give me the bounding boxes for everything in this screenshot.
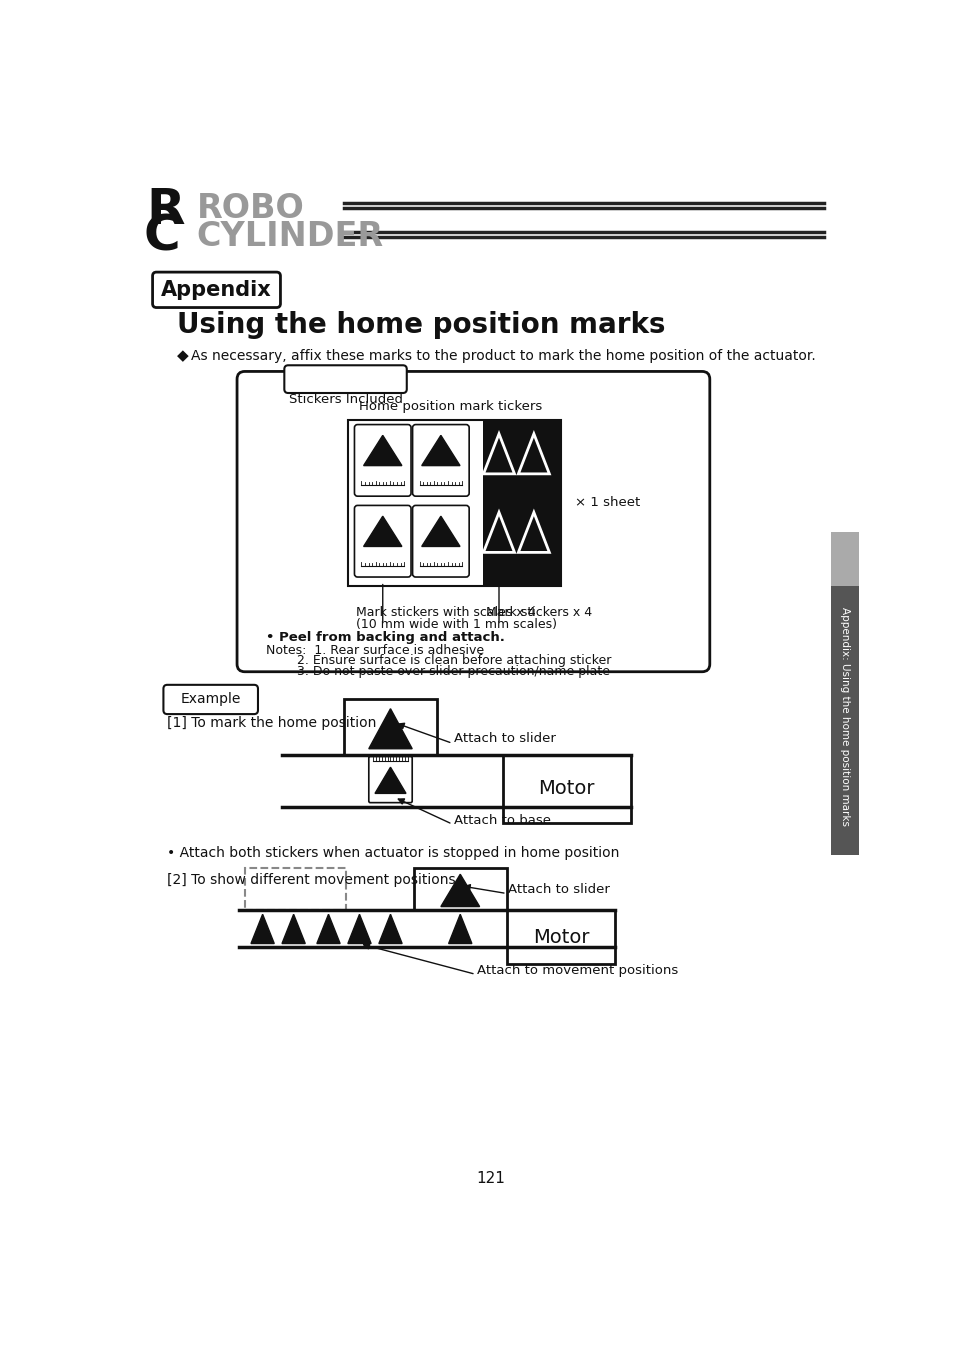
Polygon shape: [375, 767, 406, 794]
Polygon shape: [251, 914, 274, 944]
Polygon shape: [421, 435, 459, 466]
Polygon shape: [363, 516, 401, 547]
Text: Using the home position marks: Using the home position marks: [177, 312, 665, 339]
FancyBboxPatch shape: [355, 505, 411, 576]
FancyBboxPatch shape: [355, 424, 411, 497]
Text: As necessary, affix these marks to the product to mark the home position of the : As necessary, affix these marks to the p…: [192, 350, 815, 363]
Text: [2] To show different movement positions: [2] To show different movement positions: [167, 872, 456, 887]
Polygon shape: [378, 914, 402, 944]
Text: C: C: [143, 213, 180, 261]
Bar: [344, 699, 436, 755]
FancyBboxPatch shape: [412, 505, 469, 576]
Polygon shape: [448, 914, 472, 944]
FancyBboxPatch shape: [152, 273, 280, 308]
Polygon shape: [316, 914, 340, 944]
Bar: [483, 420, 560, 586]
Text: Stickers Included: Stickers Included: [288, 393, 402, 405]
Polygon shape: [363, 435, 401, 466]
FancyBboxPatch shape: [163, 684, 257, 714]
Text: Attach to slider: Attach to slider: [454, 732, 556, 745]
Text: ◆: ◆: [177, 348, 189, 363]
Text: [1] To mark the home position: [1] To mark the home position: [167, 716, 376, 729]
Polygon shape: [282, 914, 305, 944]
FancyBboxPatch shape: [369, 756, 412, 803]
Text: × 1 sheet: × 1 sheet: [575, 497, 639, 509]
Bar: [245, 868, 345, 910]
Text: CYLINDER: CYLINDER: [196, 220, 383, 254]
Text: Appendix: Appendix: [161, 279, 272, 300]
Text: Appendix: Using the home position marks: Appendix: Using the home position marks: [839, 608, 849, 826]
Text: Example: Example: [180, 693, 241, 706]
Text: Home position mark tickers: Home position mark tickers: [359, 401, 542, 413]
FancyBboxPatch shape: [412, 424, 469, 497]
FancyBboxPatch shape: [284, 366, 406, 393]
Text: Motor: Motor: [532, 927, 589, 946]
Text: Attach to base: Attach to base: [454, 814, 551, 826]
Text: R: R: [147, 186, 185, 234]
Text: 2. Ensure surface is clean before attaching sticker: 2. Ensure surface is clean before attach…: [297, 655, 611, 667]
Text: • Attach both stickers when actuator is stopped in home position: • Attach both stickers when actuator is …: [167, 846, 619, 860]
Bar: [414, 868, 506, 910]
Text: Motor: Motor: [538, 779, 595, 798]
Text: (10 mm wide with 1 mm scales): (10 mm wide with 1 mm scales): [355, 617, 556, 630]
Polygon shape: [440, 875, 479, 907]
Bar: [830, 532, 858, 586]
Polygon shape: [348, 914, 371, 944]
Text: 3. Do not paste over slider precaution/name plate: 3. Do not paste over slider precaution/n…: [297, 666, 610, 678]
Bar: [830, 532, 858, 855]
Bar: [506, 910, 615, 964]
Text: ROBO: ROBO: [196, 192, 304, 224]
Bar: [502, 755, 630, 822]
Text: Attach to movement positions: Attach to movement positions: [476, 964, 678, 977]
FancyBboxPatch shape: [236, 371, 709, 672]
Text: Mark stickers with scales x 4: Mark stickers with scales x 4: [355, 606, 535, 618]
Text: Mark stickers x 4: Mark stickers x 4: [485, 606, 591, 618]
Text: Notes:  1. Rear surface is adhesive: Notes: 1. Rear surface is adhesive: [266, 644, 484, 656]
Polygon shape: [369, 709, 412, 749]
Text: 121: 121: [476, 1170, 505, 1185]
Text: • Peel from backing and attach.: • Peel from backing and attach.: [266, 632, 505, 644]
Text: Attach to slider: Attach to slider: [508, 883, 610, 896]
Bar: [348, 420, 560, 586]
Polygon shape: [421, 516, 459, 547]
